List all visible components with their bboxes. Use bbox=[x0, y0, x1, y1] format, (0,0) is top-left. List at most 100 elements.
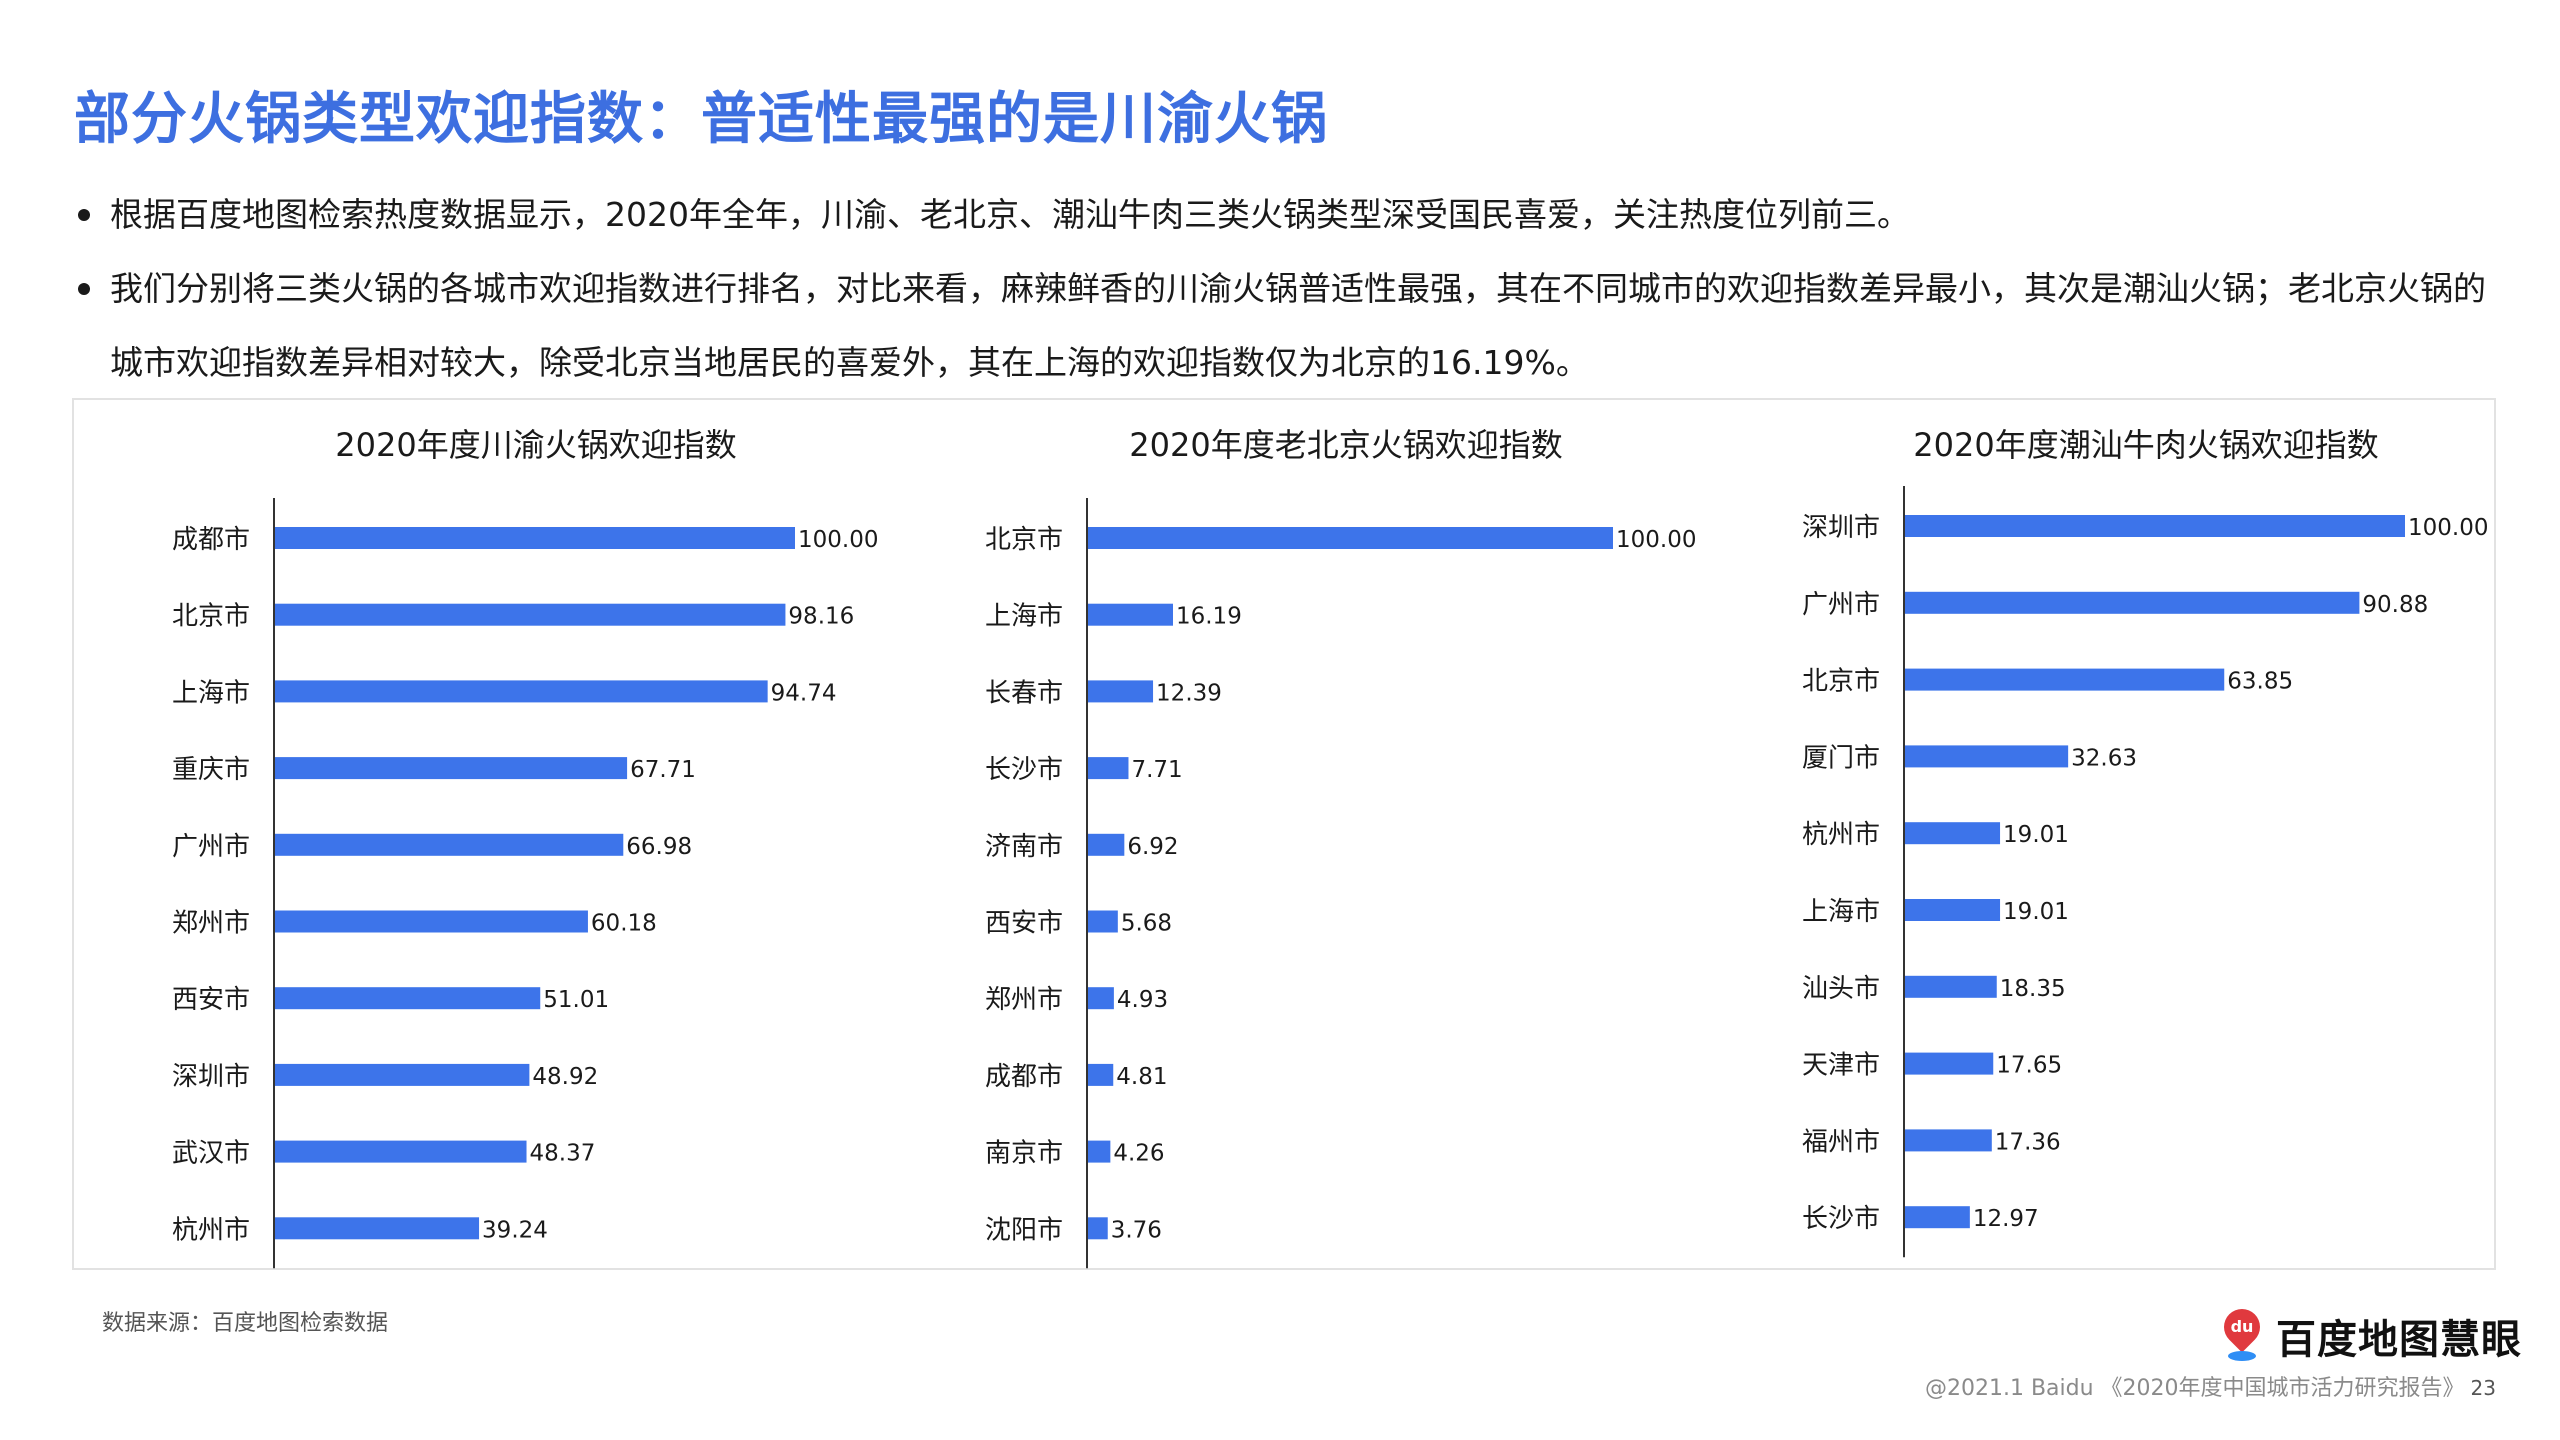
bar bbox=[275, 757, 628, 780]
data-label: 5.68 bbox=[1121, 911, 1172, 937]
bar bbox=[1088, 527, 1613, 549]
bar bbox=[1088, 1140, 1111, 1163]
bar bbox=[1088, 833, 1125, 856]
category-label: 北京市 bbox=[1802, 667, 1880, 697]
bar bbox=[275, 1217, 480, 1240]
category-label: 武汉市 bbox=[172, 1139, 250, 1169]
bar bbox=[1088, 680, 1154, 703]
bar bbox=[1905, 515, 2405, 537]
bar bbox=[275, 680, 768, 703]
data-label: 100.00 bbox=[1616, 527, 1696, 553]
data-source-note: 数据来源：百度地图检索数据 bbox=[102, 1311, 389, 1336]
category-label: 深圳市 bbox=[172, 1062, 250, 1092]
category-label: 沈阳市 bbox=[985, 1215, 1063, 1245]
data-label: 60.18 bbox=[591, 911, 657, 937]
data-label: 6.92 bbox=[1127, 834, 1178, 860]
category-label: 重庆市 bbox=[172, 755, 250, 785]
bar bbox=[275, 987, 541, 1010]
category-label: 成都市 bbox=[172, 525, 250, 555]
bar bbox=[1088, 910, 1118, 933]
bar bbox=[1088, 1063, 1114, 1086]
bar bbox=[1088, 1217, 1108, 1240]
data-label: 19.01 bbox=[2003, 899, 2069, 925]
category-label: 济南市 bbox=[985, 832, 1063, 862]
data-label: 39.24 bbox=[482, 1217, 548, 1243]
category-label: 福州市 bbox=[1802, 1127, 1880, 1157]
data-label: 17.36 bbox=[1995, 1129, 2061, 1155]
map-pin-icon: du bbox=[2216, 1301, 2268, 1363]
footer-copyright: @2021.1 Baidu 《2020年度中国城市活力研究报告》 bbox=[1924, 1376, 2465, 1401]
category-label: 上海市 bbox=[1802, 897, 1880, 927]
category-label: 上海市 bbox=[172, 678, 250, 708]
category-label: 北京市 bbox=[172, 602, 250, 632]
bar bbox=[1905, 1129, 1992, 1152]
summary-bullets: 根据百度地图检索热度数据显示，2020年全年，川渝、老北京、潮汕牛肉三类火锅类型… bbox=[78, 178, 2518, 400]
category-label: 长春市 bbox=[985, 678, 1063, 708]
category-label: 郑州市 bbox=[172, 909, 250, 939]
chart-title: 2020年度老北京火锅欢迎指数 bbox=[1129, 426, 1562, 464]
data-label: 17.65 bbox=[1996, 1053, 2062, 1079]
bar bbox=[275, 527, 795, 549]
data-label: 4.81 bbox=[1116, 1064, 1167, 1090]
logo-mark: du bbox=[2230, 1317, 2254, 1336]
data-label: 51.01 bbox=[543, 987, 609, 1013]
bar bbox=[275, 1140, 527, 1163]
data-label: 7.71 bbox=[1131, 757, 1182, 783]
bar bbox=[275, 910, 588, 933]
bar bbox=[275, 833, 624, 856]
category-label: 郑州市 bbox=[985, 985, 1063, 1015]
data-label: 98.16 bbox=[788, 604, 854, 630]
data-label: 66.98 bbox=[626, 834, 692, 860]
category-label: 厦门市 bbox=[1802, 743, 1880, 773]
category-label: 广州市 bbox=[1802, 590, 1880, 620]
data-label: 19.01 bbox=[2003, 822, 2069, 848]
data-label: 94.74 bbox=[771, 680, 837, 706]
footer: @2021.1 Baidu 《2020年度中国城市活力研究报告》 23 bbox=[1925, 1370, 2496, 1402]
baidu-map-logo: du 百度地图慧眼 bbox=[2216, 1301, 2522, 1366]
category-label: 北京市 bbox=[985, 525, 1063, 555]
page-number: 23 bbox=[2470, 1376, 2496, 1400]
bar bbox=[1905, 1206, 1970, 1229]
category-label: 深圳市 bbox=[1802, 513, 1880, 543]
category-label: 上海市 bbox=[985, 602, 1063, 632]
bar bbox=[275, 603, 786, 626]
data-label: 18.35 bbox=[2000, 976, 2066, 1002]
category-label: 西安市 bbox=[172, 985, 250, 1015]
data-label: 100.00 bbox=[2408, 515, 2488, 541]
bar bbox=[1088, 757, 1129, 780]
category-label: 西安市 bbox=[985, 909, 1063, 939]
data-label: 12.97 bbox=[1973, 1206, 2039, 1232]
category-label: 广州市 bbox=[172, 832, 250, 862]
data-label: 32.63 bbox=[2071, 745, 2137, 771]
bar bbox=[1088, 987, 1114, 1010]
bar bbox=[1905, 1052, 1994, 1075]
page-title: 部分火锅类型欢迎指数：普适性最强的是川渝火锅 bbox=[74, 87, 1328, 152]
charts-panel: 2020年度川渝火锅欢迎指数成都市 100.00 北京市 98.16 上海市 94.74 重… bbox=[72, 398, 2496, 1270]
bar bbox=[1905, 591, 2360, 614]
category-label: 汕头市 bbox=[1802, 974, 1880, 1004]
data-label: 48.92 bbox=[532, 1064, 598, 1090]
category-label: 成都市 bbox=[985, 1062, 1063, 1092]
bar bbox=[1905, 745, 2069, 768]
data-label: 4.93 bbox=[1117, 987, 1168, 1013]
bullet-item-1: 根据百度地图检索热度数据显示，2020年全年，川渝、老北京、潮汕牛肉三类火锅类型… bbox=[78, 178, 2518, 252]
category-label: 杭州市 bbox=[1802, 820, 1880, 850]
chart-title: 2020年度潮汕牛肉火锅欢迎指数 bbox=[1913, 426, 2378, 464]
category-label: 杭州市 bbox=[172, 1215, 250, 1245]
data-label: 63.85 bbox=[2227, 669, 2293, 695]
data-label: 100.00 bbox=[798, 527, 878, 553]
chart-title: 2020年度川渝火锅欢迎指数 bbox=[335, 426, 736, 464]
data-label: 48.37 bbox=[530, 1141, 596, 1167]
bar bbox=[1905, 822, 2001, 845]
data-label: 4.26 bbox=[1113, 1141, 1164, 1167]
data-label: 12.39 bbox=[1156, 680, 1222, 706]
bar bbox=[1088, 603, 1173, 626]
bar bbox=[1905, 975, 1997, 998]
bar bbox=[275, 1063, 530, 1086]
category-label: 长沙市 bbox=[985, 755, 1063, 785]
bullet-item-2: 我们分别将三类火锅的各城市欢迎指数进行排名，对比来看，麻辣鲜香的川渝火锅普适性最… bbox=[78, 252, 2518, 400]
data-label: 90.88 bbox=[2362, 592, 2428, 618]
